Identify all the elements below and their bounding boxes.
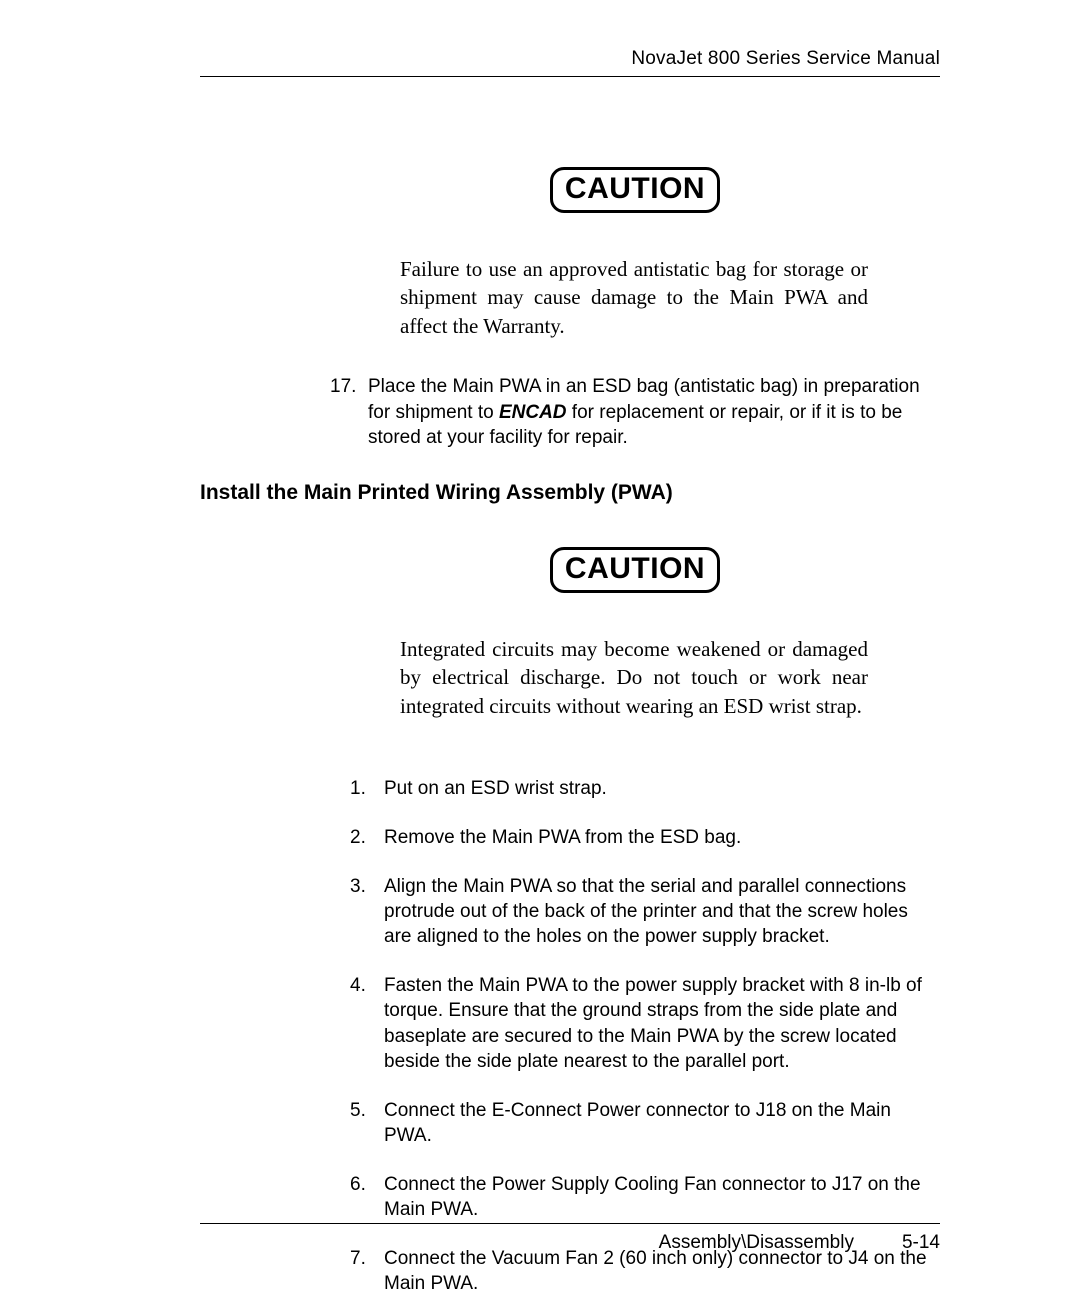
footer-page-number: 5-14 [902, 1232, 940, 1254]
step-text: Connect the E-Connect Power connector to… [384, 1098, 940, 1148]
step-text: Put on an ESD wrist strap. [384, 776, 940, 801]
step-17: 17. Place the Main PWA in an ESD bag (an… [330, 374, 940, 451]
running-header: NovaJet 800 Series Service Manual [200, 48, 940, 70]
step-number: 6. [350, 1172, 384, 1222]
step-text: Fasten the Main PWA to the power supply … [384, 973, 940, 1073]
caution-text-1: Failure to use an approved antistatic ba… [400, 255, 868, 340]
header-rule [200, 76, 940, 77]
caution-box-1-wrap: CAUTION [350, 167, 920, 213]
step-text: Remove the Main PWA from the ESD bag. [384, 825, 940, 850]
step-number: 3. [350, 874, 384, 949]
list-item: 5. Connect the E-Connect Power connector… [350, 1098, 940, 1148]
caution-label-1: CAUTION [550, 167, 720, 213]
step-number: 1. [350, 776, 384, 801]
caution-text-2: Integrated circuits may become weakened … [400, 635, 868, 720]
page-footer: Assembly\Disassembly 5-14 [200, 1223, 940, 1254]
list-item: 3. Align the Main PWA so that the serial… [350, 874, 940, 949]
step-number: 2. [350, 825, 384, 850]
footer-rule [200, 1223, 940, 1224]
step-text: Connect the Power Supply Cooling Fan con… [384, 1172, 940, 1222]
page-content: NovaJet 800 Series Service Manual CAUTIO… [0, 0, 1080, 1296]
list-item: 2. Remove the Main PWA from the ESD bag. [350, 825, 940, 850]
step-17-number: 17. [330, 374, 368, 451]
footer-row: Assembly\Disassembly 5-14 [200, 1232, 940, 1254]
list-item: 4. Fasten the Main PWA to the power supp… [350, 973, 940, 1073]
step-text: Align the Main PWA so that the serial an… [384, 874, 940, 949]
step-number: 4. [350, 973, 384, 1073]
ordered-steps: 1. Put on an ESD wrist strap. 2. Remove … [350, 776, 940, 1296]
step-number: 5. [350, 1098, 384, 1148]
caution-label-2: CAUTION [550, 547, 720, 593]
step-17-text: Place the Main PWA in an ESD bag (antist… [368, 374, 940, 451]
list-item: 1. Put on an ESD wrist strap. [350, 776, 940, 801]
section-heading: Install the Main Printed Wiring Assembly… [200, 481, 940, 505]
list-item: 6. Connect the Power Supply Cooling Fan … [350, 1172, 940, 1222]
caution-box-2-wrap: CAUTION [350, 547, 920, 593]
brand-encad: ENCAD [499, 402, 567, 423]
footer-section: Assembly\Disassembly [659, 1232, 854, 1254]
